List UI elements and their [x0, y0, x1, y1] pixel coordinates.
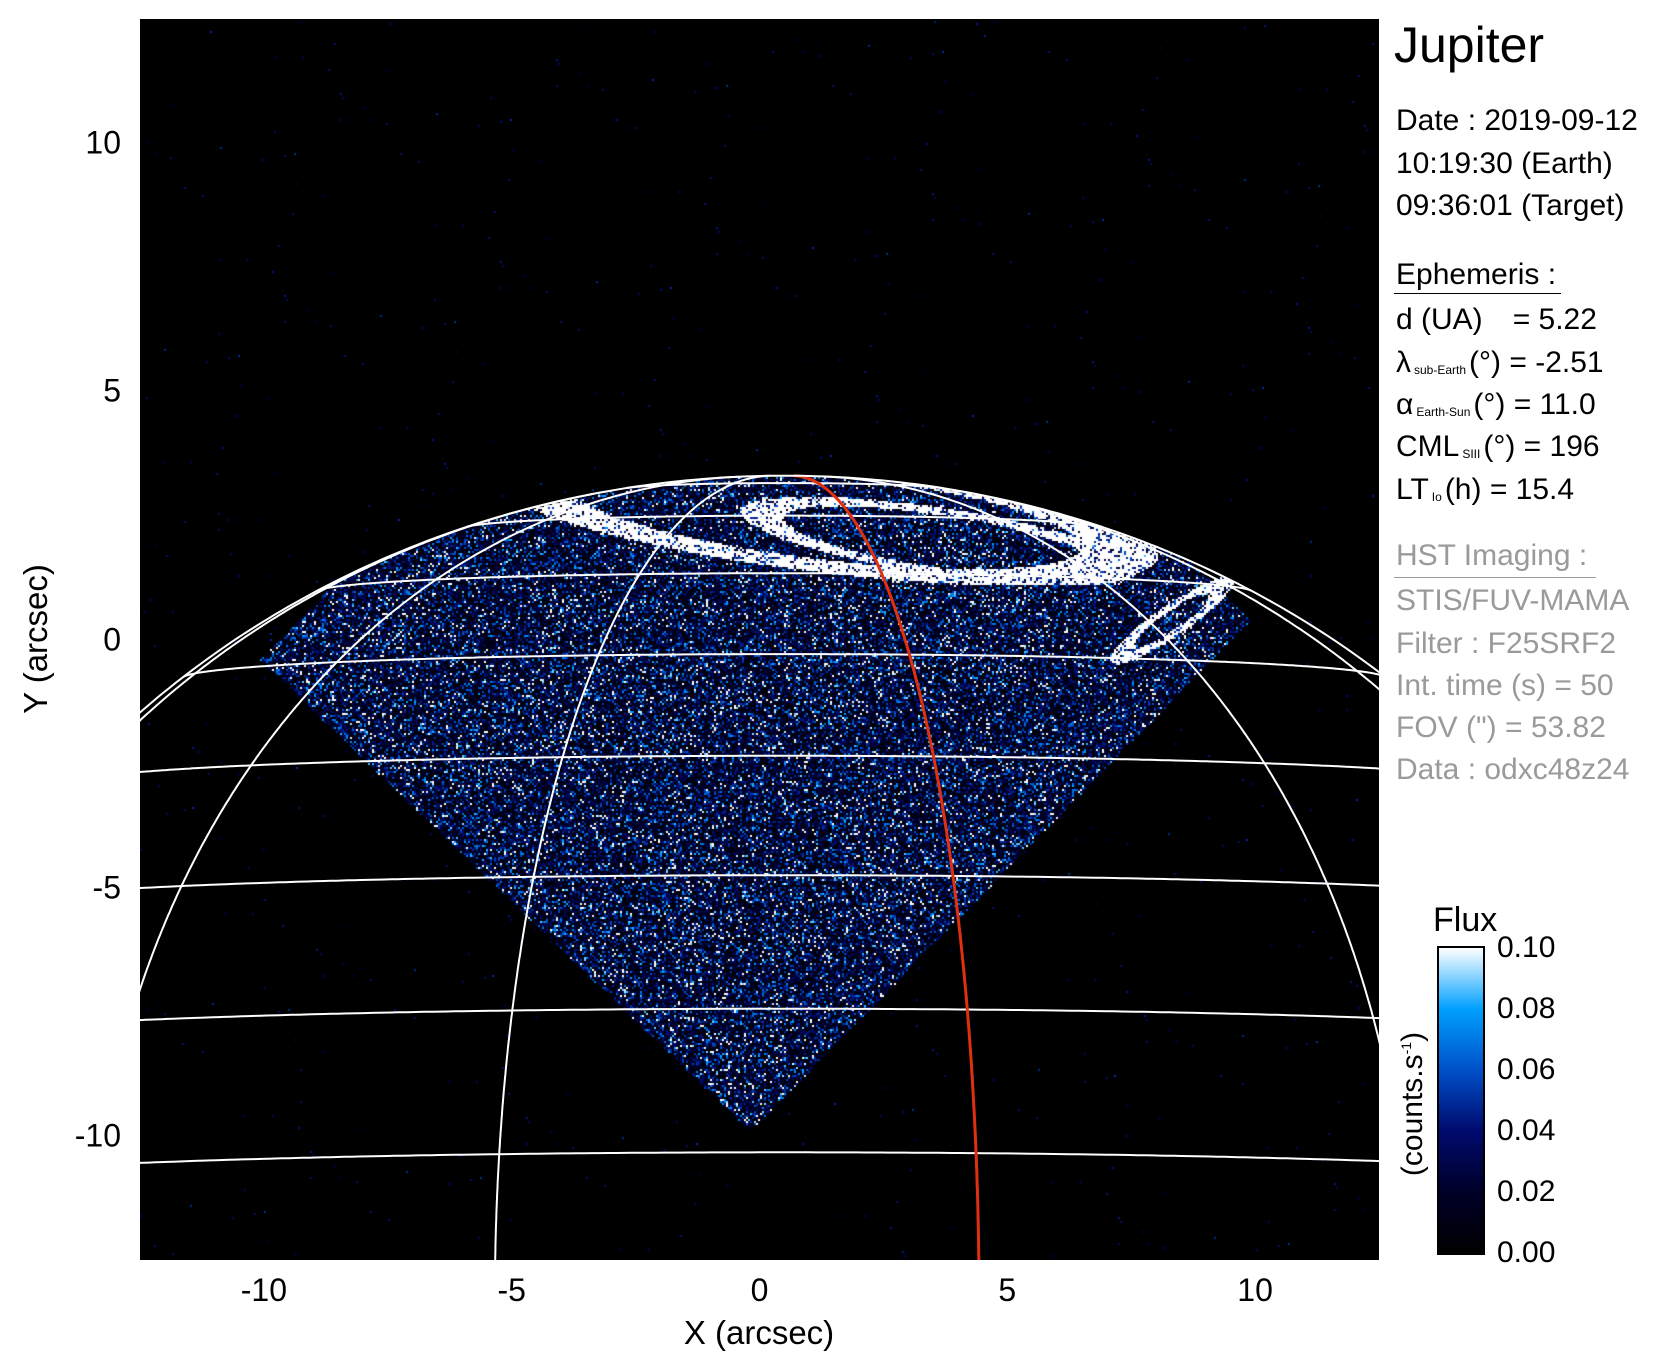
cml-value: (°) = 196 [1483, 430, 1600, 463]
lt-symbol: LT [1396, 473, 1429, 506]
meridian-line [494, 474, 771, 1260]
colorbar-tick-label: 0.08 [1497, 992, 1556, 1025]
planet-title: Jupiter [1394, 17, 1545, 73]
lt-value: (h) = 15.4 [1444, 473, 1575, 506]
latitude-line [140, 874, 1379, 890]
ephemeris-header: Ephemeris : [1396, 258, 1557, 291]
ephemeris-cml: CML SIII (°) = 196 [1396, 430, 1600, 471]
planet-limb [140, 474, 1379, 714]
colorbar-tick-label: 0.06 [1497, 1053, 1556, 1086]
ephemeris-underline [1394, 293, 1561, 294]
lambda-symbol: λ [1396, 346, 1411, 379]
colorbar-tick-label: 0.00 [1497, 1236, 1556, 1269]
instrument-text: STIS/FUV-MAMA [1396, 584, 1630, 617]
lat-lon-grid [140, 474, 1379, 1260]
lambda-sub: sub-Earth [1414, 363, 1467, 377]
x-tick-label: 10 [1237, 1272, 1273, 1308]
latitude-line [466, 514, 1103, 528]
date-text: Date : 2019-09-12 [1396, 104, 1638, 137]
x-tick-label: 0 [750, 1272, 769, 1308]
unit-close: ) [1396, 1031, 1429, 1042]
latitude-line [140, 1007, 1379, 1022]
ephemeris-lt: LT Io (h) = 15.4 [1396, 473, 1574, 514]
colorbar-tick-label: 0.10 [1497, 931, 1556, 964]
y-tick-label: 5 [103, 372, 121, 409]
latitude-line [182, 653, 1379, 678]
lt-sub: Io [1431, 490, 1442, 504]
meridian-line [140, 475, 739, 993]
colorbar-title: Flux [1433, 901, 1498, 939]
unit-sup: -1 [1398, 1041, 1414, 1055]
d-value: = 5.22 [1512, 303, 1597, 336]
ephemeris-lambda: λ sub-Earth (°) = -2.51 [1396, 346, 1604, 387]
unit-text: (counts.s [1396, 1054, 1429, 1177]
colorbar-tick-label: 0.02 [1497, 1175, 1556, 1208]
alpha-value: (°) = 11.0 [1473, 388, 1596, 421]
x-tick-label: -5 [497, 1272, 526, 1308]
x-tick-label: 5 [998, 1272, 1017, 1308]
alpha-sub: Earth-Sun [1416, 405, 1471, 419]
fov-text: FOV (") = 53.82 [1396, 711, 1606, 744]
cml-symbol: CML [1396, 430, 1460, 463]
meridian-line [822, 475, 1379, 1045]
highlighted-meridian [793, 474, 981, 1260]
y-tick-label: -5 [92, 869, 121, 906]
hst-underline [1394, 577, 1596, 578]
colorbar [1437, 946, 1485, 1255]
hst-header: HST Imaging : [1396, 539, 1588, 572]
int-time-text: Int. time (s) = 50 [1396, 669, 1614, 702]
colorbar-unit-label: (counts.s-1) [1396, 1032, 1430, 1176]
ephemeris-d: d (UA) = 5.22 [1396, 303, 1597, 337]
latitude-line [140, 754, 1379, 774]
x-tick-label: -10 [240, 1272, 288, 1308]
x-axis-label: X (arcsec) [683, 1314, 835, 1351]
cml-sub: SIII [1462, 447, 1481, 461]
colorbar-tick-label: 0.04 [1497, 1114, 1556, 1147]
d-label: d (UA) [1396, 303, 1483, 336]
latitude-line [317, 572, 1252, 592]
time-earth-text: 10:19:30 (Earth) [1396, 147, 1613, 180]
data-id-text: Data : odxc48z24 [1396, 753, 1630, 786]
alpha-symbol: α [1396, 388, 1414, 421]
flux-image [140, 19, 1379, 1260]
y-axis-label: Y (arcsec) [17, 564, 54, 714]
lambda-value: (°) = -2.51 [1469, 346, 1604, 379]
image-plot-area [140, 19, 1379, 1260]
y-tick-label: -10 [74, 1117, 121, 1154]
filter-text: Filter : F25SRF2 [1396, 627, 1617, 660]
ephemeris-alpha: α Earth-Sun (°) = 11.0 [1396, 388, 1596, 429]
y-tick-label: 0 [103, 621, 121, 657]
time-target-text: 09:36:01 (Target) [1396, 189, 1625, 222]
y-tick-label: 10 [85, 124, 121, 161]
latitude-line [140, 1151, 1379, 1164]
